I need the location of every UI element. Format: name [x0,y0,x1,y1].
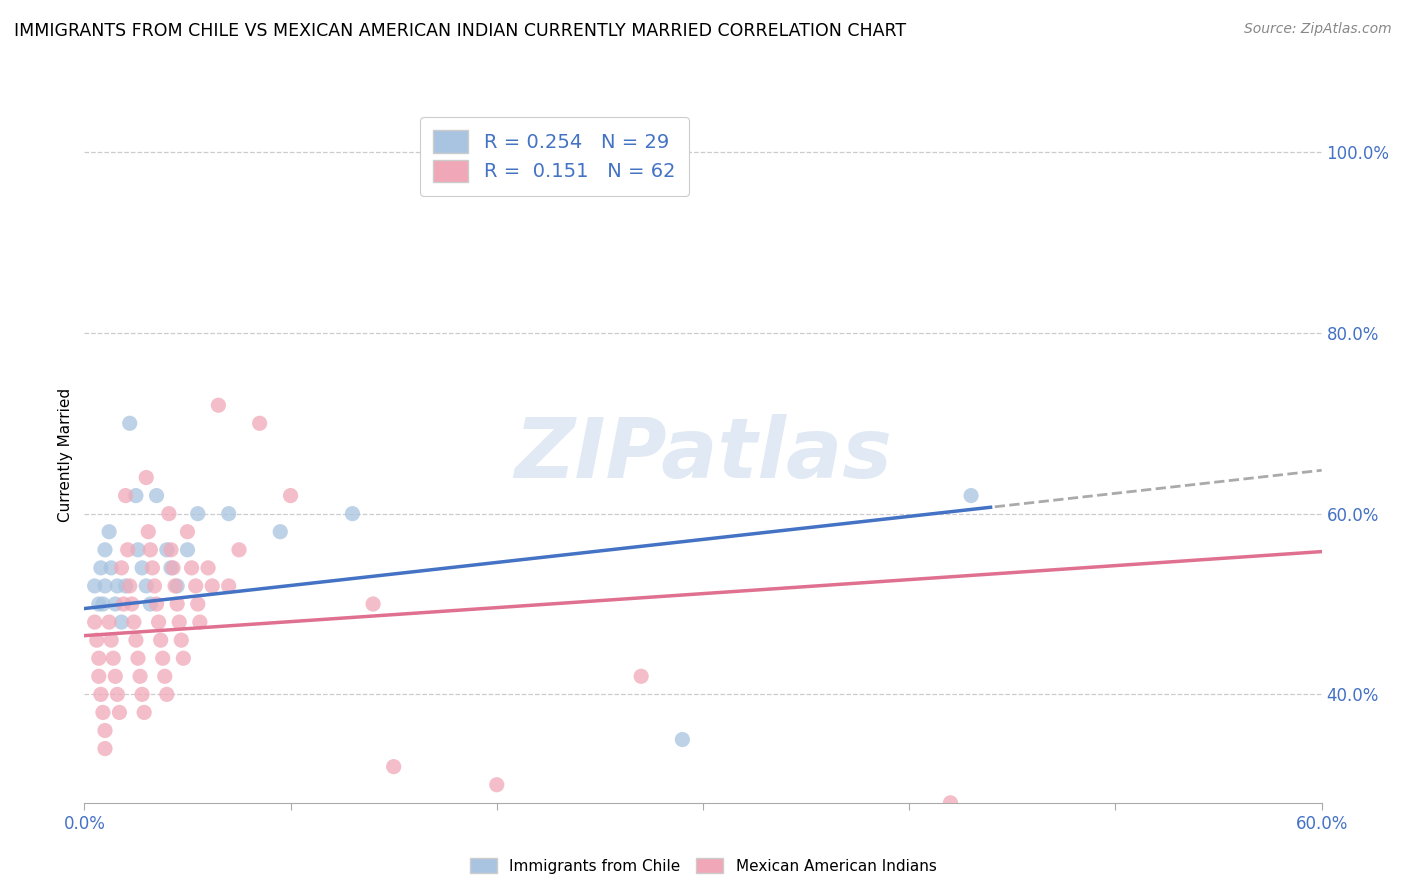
Point [110,561,132,575]
Point [87,669,110,683]
Point [218,507,240,521]
Point [960,489,983,503]
Point [176,524,198,539]
Point [105,687,128,701]
Point [188,615,211,629]
Point [90,687,112,701]
Point [121,597,143,611]
Point [112,597,135,611]
Point [218,579,240,593]
Point [118,579,141,593]
Text: IMMIGRANTS FROM CHILE VS MEXICAN AMERICAN INDIAN CURRENTLY MARRIED CORRELATION C: IMMIGRANTS FROM CHILE VS MEXICAN AMERICA… [14,22,907,40]
Legend: R = 0.254   N = 29, R =  0.151   N = 62: R = 0.254 N = 29, R = 0.151 N = 62 [420,117,689,195]
Point [153,669,176,683]
Point [114,579,136,593]
Point [172,651,194,665]
Point [105,579,128,593]
Point [197,561,219,575]
Point [269,524,291,539]
Point [129,669,152,683]
Point [152,651,174,665]
Point [94,542,117,557]
Y-axis label: Currently Married: Currently Married [58,388,73,522]
Point [94,741,117,756]
Point [382,759,405,773]
Point [671,732,693,747]
Point [165,579,187,593]
Point [361,597,384,611]
Point [939,796,962,810]
Point [167,615,190,629]
Point [143,579,166,593]
Point [127,542,149,557]
Point [108,706,131,720]
Point [249,417,271,431]
Point [117,542,139,557]
Point [90,561,112,575]
Point [136,524,159,539]
Point [228,542,250,557]
Point [87,651,110,665]
Point [342,507,364,521]
Point [162,561,184,575]
Point [125,633,148,648]
Point [87,597,110,611]
Point [118,417,141,431]
Point [187,597,209,611]
Point [180,561,202,575]
Point [149,633,172,648]
Point [207,398,229,412]
Point [135,470,157,484]
Point [98,524,121,539]
Point [86,633,108,648]
Point [103,651,125,665]
Point [485,778,508,792]
Point [160,561,183,575]
Point [166,597,188,611]
Point [145,597,167,611]
Point [94,579,117,593]
Legend: Immigrants from Chile, Mexican American Indians: Immigrants from Chile, Mexican American … [464,852,942,880]
Point [83,615,105,629]
Point [630,669,652,683]
Point [141,561,163,575]
Point [83,579,105,593]
Point [145,489,167,503]
Point [125,489,148,503]
Point [100,561,122,575]
Point [135,579,157,593]
Point [98,615,121,629]
Point [139,597,162,611]
Point [176,542,198,557]
Text: Source: ZipAtlas.com: Source: ZipAtlas.com [1244,22,1392,37]
Point [187,507,209,521]
Point [166,579,188,593]
Point [114,489,136,503]
Point [100,633,122,648]
Point [104,597,127,611]
Point [91,706,114,720]
Point [160,542,183,557]
Point [184,579,207,593]
Point [148,615,170,629]
Point [157,507,180,521]
Point [110,615,132,629]
Point [156,542,179,557]
Point [170,633,193,648]
Point [131,687,153,701]
Point [134,706,156,720]
Point [280,489,302,503]
Point [131,561,153,575]
Point [156,687,179,701]
Text: ZIPatlas: ZIPatlas [515,415,891,495]
Point [127,651,149,665]
Point [94,723,117,738]
Point [104,669,127,683]
Point [201,579,224,593]
Point [122,615,145,629]
Point [91,597,114,611]
Point [139,542,162,557]
